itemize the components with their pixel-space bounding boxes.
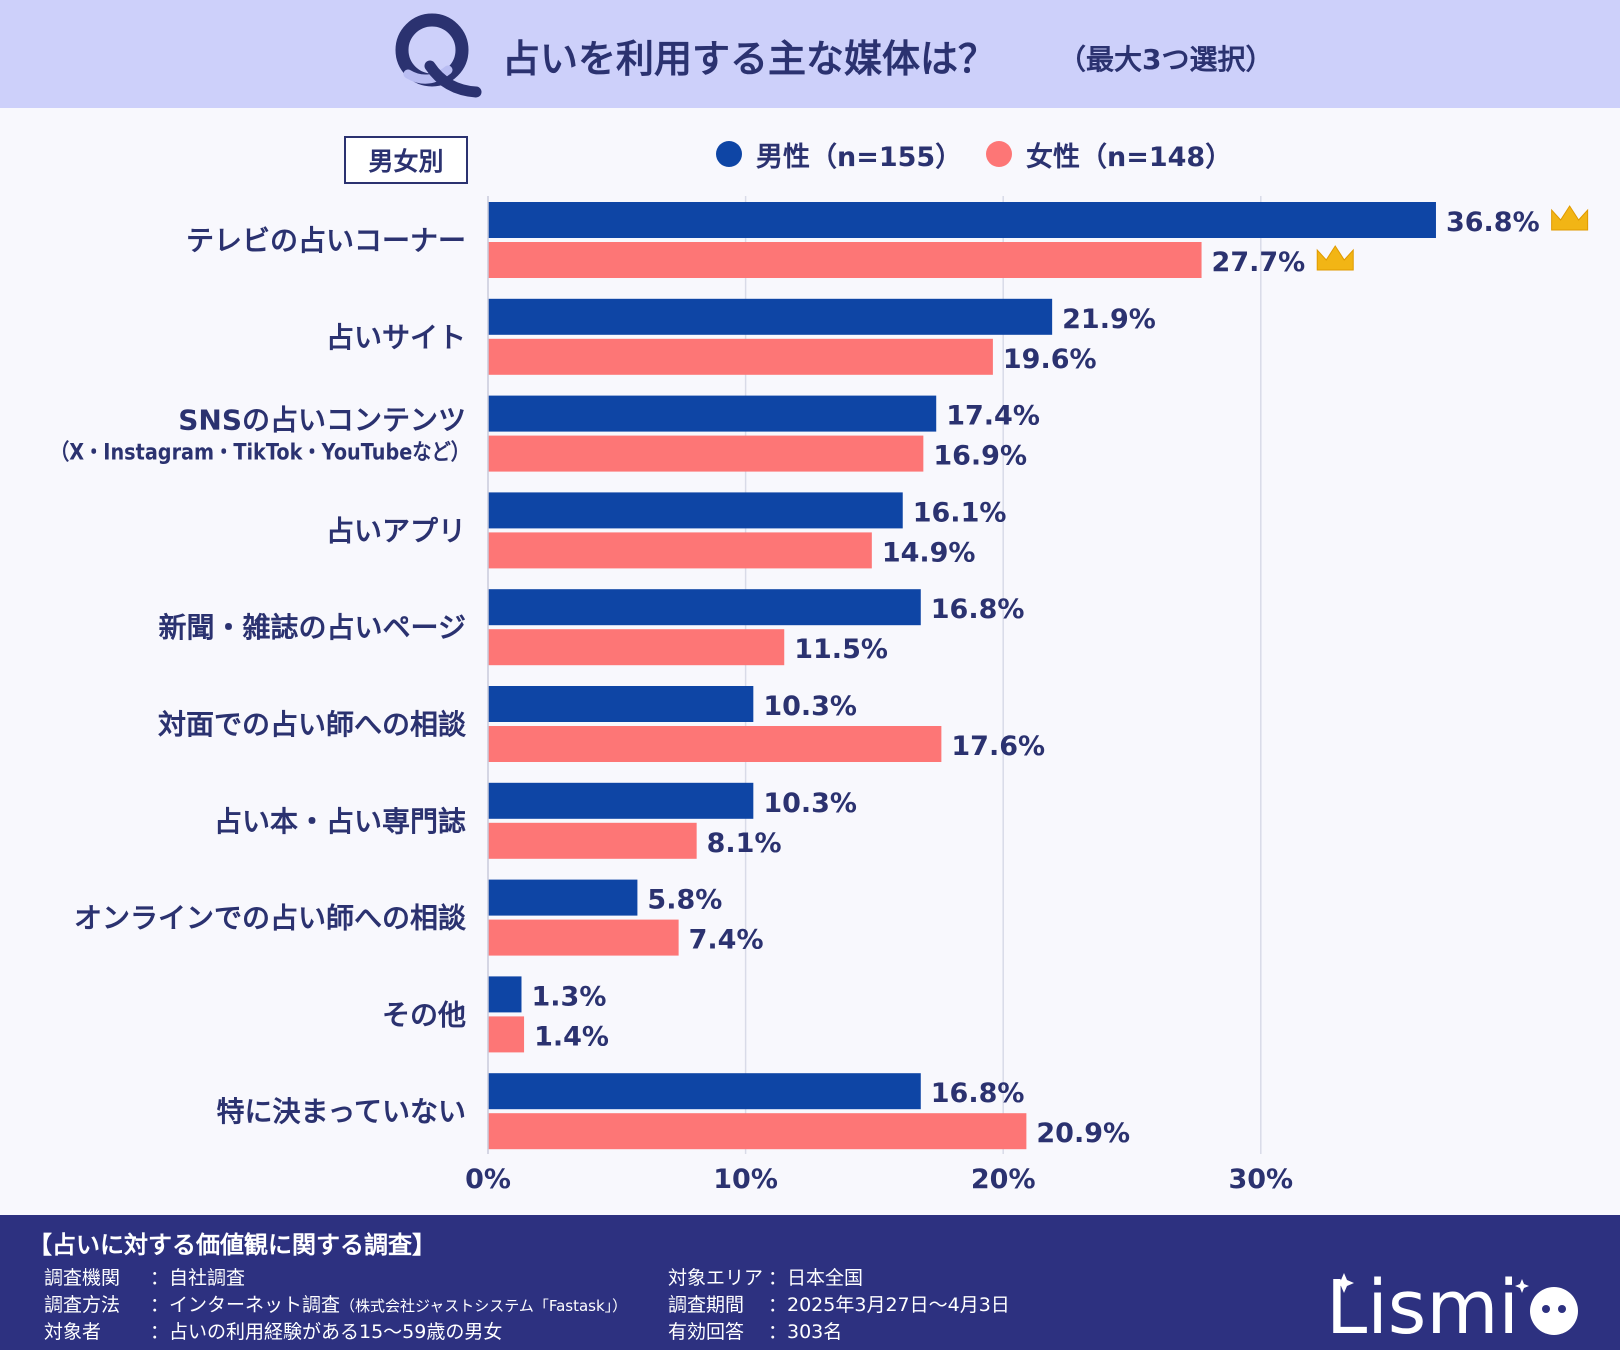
footer-value-area: ：日本全国 bbox=[768, 1267, 864, 1289]
category-label: 特に決まっていない bbox=[217, 1095, 466, 1128]
footer-label-method: 調査方法 bbox=[44, 1294, 121, 1316]
data-label: 36.8% bbox=[1446, 207, 1540, 238]
data-label: 8.1% bbox=[707, 828, 782, 859]
data-label: 1.4% bbox=[534, 1021, 609, 1052]
data-label: 1.3% bbox=[531, 981, 606, 1012]
legend-label-male: 男性（n=155） bbox=[756, 141, 963, 173]
group-label: 男女別 bbox=[344, 136, 468, 184]
footer-label-org: 調査機関 bbox=[44, 1267, 121, 1289]
bar-male bbox=[488, 879, 638, 916]
data-label: 16.8% bbox=[931, 594, 1025, 625]
data-label: 5.8% bbox=[647, 885, 722, 916]
data-label: 20.9% bbox=[1036, 1118, 1130, 1149]
bar-female bbox=[488, 629, 785, 666]
bar-male bbox=[488, 492, 903, 529]
footer-panel: 【占いに対する価値観に関する調査】 調査機関 ：自社調査 調査方法 ：インターネ… bbox=[0, 1215, 1620, 1350]
bar-female bbox=[488, 1113, 1027, 1150]
sparkle-icon bbox=[1334, 1273, 1354, 1293]
chart-title-note: （最大3つ選択） bbox=[1058, 43, 1274, 76]
bar-male bbox=[488, 202, 1436, 238]
data-label: 16.9% bbox=[933, 441, 1027, 472]
category-sublabel: （X・Instagram・TikTok・YouTubeなど） bbox=[50, 441, 470, 466]
bar-female bbox=[488, 338, 993, 375]
footer-value-method-note: （株式会社ジャストシステム「Fastask」） bbox=[340, 1297, 628, 1315]
category-label: その他 bbox=[382, 998, 466, 1031]
footer-value-period: ：2025年3月27日～4月3日 bbox=[768, 1294, 1010, 1316]
x-tick-label: 20% bbox=[971, 1164, 1036, 1195]
legend-item-female: 女性（n=148） bbox=[986, 136, 1233, 173]
bar-female bbox=[488, 532, 872, 569]
data-label: 17.6% bbox=[951, 731, 1045, 762]
data-label: 10.3% bbox=[763, 788, 857, 819]
footer-title: 【占いに対する価値観に関する調査】 bbox=[28, 1231, 436, 1259]
crown-icon bbox=[1316, 245, 1354, 271]
footer-value-responses: ：303名 bbox=[768, 1321, 843, 1343]
crown-icon bbox=[1551, 205, 1589, 231]
data-label: 11.5% bbox=[794, 634, 888, 665]
sparkle-icon bbox=[1515, 1279, 1529, 1293]
x-tick-label: 10% bbox=[713, 1164, 778, 1195]
bar-female bbox=[488, 1016, 525, 1053]
footer-label-responses: 有効回答 bbox=[668, 1321, 745, 1343]
bar-female bbox=[488, 822, 697, 859]
category-label: 対面での占い師への相談 bbox=[158, 708, 467, 741]
bar-female bbox=[488, 435, 924, 472]
footer-label-area: 対象エリア bbox=[668, 1267, 764, 1289]
category-label: 占い本・占い専門誌 bbox=[214, 805, 466, 838]
footer-value-method: ：インターネット調査（株式会社ジャストシステム「Fastask」） bbox=[150, 1290, 627, 1317]
q-mark-icon: Q bbox=[395, 13, 482, 98]
bar-male bbox=[488, 782, 754, 819]
lismi-logo: Lismi bbox=[1326, 1265, 1578, 1345]
category-label: テレビの占いコーナー bbox=[186, 224, 466, 257]
legend-label-female: 女性（n=148） bbox=[1026, 141, 1233, 173]
bar-male bbox=[488, 976, 522, 1013]
bar-female bbox=[488, 919, 679, 956]
category-label: SNSの占いコンテンツ bbox=[178, 404, 466, 437]
footer-value-target: ：占いの利用経験がある15～59歳の男女 bbox=[150, 1321, 503, 1343]
data-label: 14.9% bbox=[882, 537, 976, 568]
chart-title: 占いを利用する主な媒体は？ bbox=[502, 37, 997, 81]
bar-male bbox=[488, 1073, 921, 1110]
bar-female bbox=[488, 726, 942, 762]
data-label: 16.8% bbox=[931, 1078, 1025, 1109]
x-tick-label: 30% bbox=[1228, 1164, 1293, 1195]
category-label: 新聞・雑誌の占いページ bbox=[159, 611, 466, 644]
bar-male bbox=[488, 686, 754, 722]
x-tick-label: 0% bbox=[465, 1164, 511, 1195]
bar-chart: 0% 10% 20% 30% 36.8% 27.7% テレビの占いコーナー 21.9% 19.6… bbox=[50, 196, 1589, 1195]
data-label: 19.6% bbox=[1003, 344, 1097, 375]
header-banner: Q 占いを利用する主な媒体は？ （最大3つ選択） bbox=[0, 0, 1620, 108]
data-label: 16.1% bbox=[913, 497, 1007, 528]
bar-male bbox=[488, 395, 937, 432]
category-label: オンラインでの占い師への相談 bbox=[74, 902, 467, 935]
data-label: 10.3% bbox=[763, 691, 857, 722]
category-label: 占いアプリ bbox=[326, 514, 466, 547]
legend-dot-male bbox=[716, 141, 742, 167]
footer-value-method-main: ：インターネット調査 bbox=[150, 1294, 341, 1316]
legend-item-male: 男性（n=155） bbox=[716, 136, 963, 173]
data-label: 17.4% bbox=[946, 401, 1040, 432]
bar-male bbox=[488, 298, 1053, 335]
data-label: 7.4% bbox=[689, 925, 764, 956]
bar-male bbox=[488, 589, 921, 626]
data-label: 21.9% bbox=[1062, 304, 1156, 335]
legend-dot-female bbox=[986, 141, 1012, 167]
lismi-logo-text: Lismi bbox=[1326, 1265, 1519, 1345]
footer-label-period: 調査期間 bbox=[668, 1294, 745, 1316]
cat-icon bbox=[1530, 1287, 1578, 1335]
bar-female bbox=[488, 242, 1202, 278]
data-label: 27.7% bbox=[1212, 247, 1306, 278]
footer-label-target: 対象者 bbox=[44, 1321, 102, 1343]
category-label: 占いサイト bbox=[326, 321, 466, 354]
footer-value-org: ：自社調査 bbox=[150, 1267, 246, 1289]
